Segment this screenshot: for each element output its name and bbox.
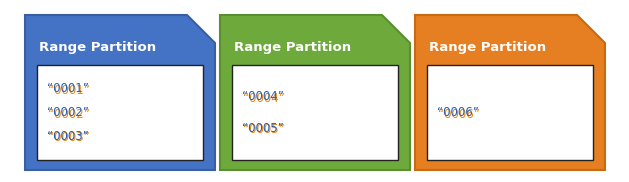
Text: Range Partition: Range Partition <box>234 41 351 54</box>
FancyBboxPatch shape <box>427 65 593 160</box>
FancyBboxPatch shape <box>37 65 203 160</box>
Text: “0006”: “0006” <box>437 106 479 119</box>
Text: “0002”: “0002” <box>47 106 89 119</box>
Text: “0004”: “0004” <box>243 92 285 105</box>
Text: “0004”: “0004” <box>242 90 284 103</box>
Text: “0006”: “0006” <box>438 108 480 120</box>
Text: “0001”: “0001” <box>48 84 90 97</box>
FancyBboxPatch shape <box>232 65 398 160</box>
Polygon shape <box>25 15 215 170</box>
Text: “0001”: “0001” <box>47 82 89 95</box>
Polygon shape <box>415 15 605 170</box>
Polygon shape <box>220 15 410 170</box>
Text: “0003”: “0003” <box>48 131 90 144</box>
Text: “0005”: “0005” <box>243 123 285 136</box>
Text: “0003”: “0003” <box>47 130 89 143</box>
Text: “0005”: “0005” <box>242 122 284 135</box>
Text: “0002”: “0002” <box>48 108 90 120</box>
Text: Range Partition: Range Partition <box>39 41 156 54</box>
Text: Range Partition: Range Partition <box>429 41 546 54</box>
